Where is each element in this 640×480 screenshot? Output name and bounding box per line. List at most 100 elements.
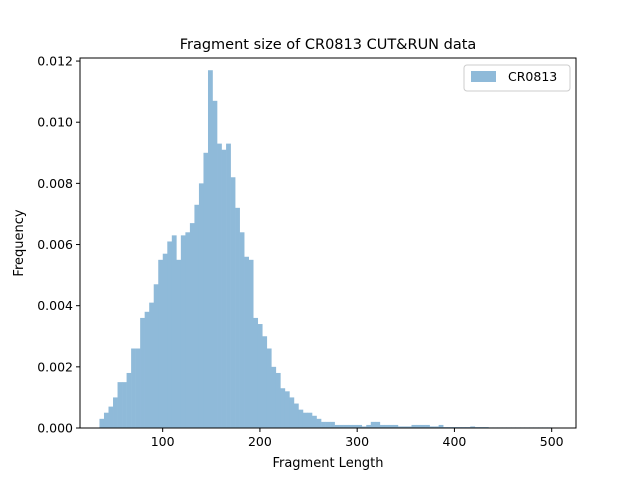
y-tick-label: 0.004 [37,298,73,313]
histogram-bar [126,372,132,428]
histogram-bar [402,426,408,428]
histogram-bar [180,235,186,428]
histogram-bar [339,424,344,428]
y-tick-label: 0.008 [37,176,73,191]
histogram-bar [203,152,209,429]
y-tick-label: 0.000 [37,421,73,436]
histogram-bar [388,424,394,428]
histogram-bar [357,424,363,428]
plot-frame [79,57,577,429]
histogram-bar [131,348,136,428]
legend-label: CR0813 [508,69,557,84]
histogram-bar [434,426,439,428]
histogram-bar [425,424,430,428]
histogram-bar [221,149,227,429]
histogram-bar [334,424,340,428]
histogram-bar [361,426,367,428]
x-tick-label: 400 [443,434,467,449]
x-axis-ticks: 100 200 300 400 500 [151,428,564,449]
histogram-bar [284,391,290,428]
histogram-bar [140,317,145,428]
histogram-bar [99,418,105,428]
x-tick-label: 500 [540,434,564,449]
histogram-bar [248,259,254,428]
histogram-bar [280,388,286,428]
histogram-bar [144,311,150,428]
histogram-bar [117,382,123,428]
histogram-bar [420,424,426,428]
histogram-bar [149,302,155,428]
histogram-bar [411,424,417,428]
histogram-bars [99,70,552,429]
histogram-bar [235,207,240,428]
histogram-bar [352,424,358,428]
y-tick-label: 0.006 [37,237,73,252]
histogram-bar [176,259,182,428]
histogram-bar [135,348,141,428]
histogram-bar [266,348,272,428]
histogram-bar [189,223,195,428]
histogram-bar [470,426,476,428]
histogram-bar [198,183,204,428]
histogram-bar [375,421,381,428]
histogram-bar [262,336,268,428]
histogram-bar [167,241,173,428]
histogram-bar [212,100,218,428]
x-tick-label: 300 [345,434,369,449]
histogram-bar [416,424,421,428]
histogram-bar [230,177,236,428]
histogram-bar [397,426,403,428]
histogram-bar [207,70,213,428]
histogram-bar [275,372,281,428]
histogram-bar [171,235,177,428]
histogram-bar [406,426,412,428]
histogram-bar [253,317,259,428]
legend-swatch [471,71,496,82]
legend: CR0813 [463,64,571,92]
histogram-bar [393,424,399,428]
histogram-bar [302,412,308,428]
histogram-bar [108,406,114,428]
histogram-bar [217,143,222,428]
histogram-bar [298,409,304,428]
histogram-bar [289,397,295,428]
y-axis-ticks: 0.000 0.002 0.004 0.006 0.008 0.010 0.012 [37,54,80,436]
histogram-bar [271,366,277,428]
histogram-bar [158,259,164,428]
histogram-bar [257,324,263,428]
histogram-bar [312,415,317,428]
histogram-bar [226,143,231,428]
histogram-bar [153,284,159,428]
histogram-bar [239,232,245,428]
histogram-bar [343,424,349,428]
histogram-bar [325,421,331,428]
histogram-bar [307,412,313,428]
histogram-bar [244,256,249,428]
y-tick-label: 0.002 [37,359,73,374]
chart-title: Fragment size of CR0813 CUT&RUN data [180,37,477,53]
histogram-bar [162,253,168,428]
histogram-bar [379,424,385,428]
y-axis-label: Frequency [12,209,27,276]
y-tick-label: 0.010 [37,115,73,130]
histogram-bar [113,397,118,428]
x-axis-label: Fragment Length [272,456,383,471]
histogram-bar [293,403,299,428]
x-tick-label: 200 [248,434,272,449]
histogram-bar [321,421,326,428]
histogram-bar [366,424,372,428]
histogram-bar [438,424,444,428]
histogram-bar [316,418,322,428]
histogram-bar [103,412,109,428]
histogram-bar [370,421,376,428]
x-tick-label: 100 [151,434,175,449]
histogram-bar [348,424,353,428]
y-tick-label: 0.012 [37,54,73,69]
histogram-bar [194,204,200,428]
histogram-bar [185,232,191,428]
histogram-bar [429,426,435,428]
histogram-bar [330,421,335,428]
histogram-bar [122,382,127,428]
histogram-bar [384,424,390,428]
